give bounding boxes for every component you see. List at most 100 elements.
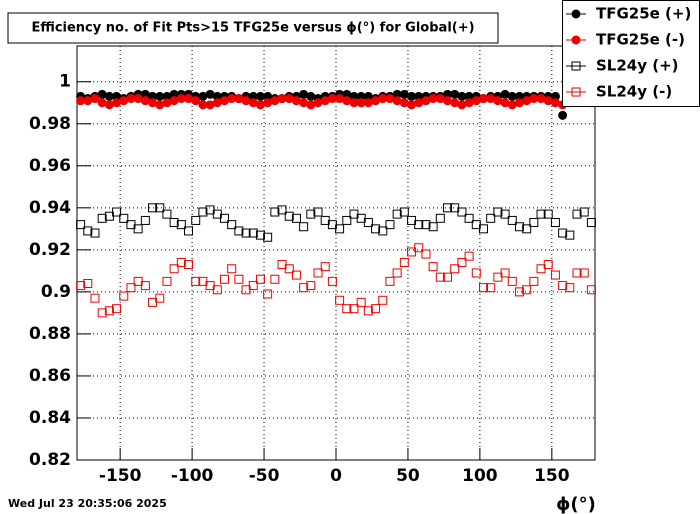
marker xyxy=(435,213,445,223)
y-tick-label: 0.96 xyxy=(29,156,71,176)
x-tick-label: 50 xyxy=(396,466,420,486)
marker xyxy=(421,249,431,259)
marker xyxy=(327,276,337,286)
marker xyxy=(507,276,517,286)
marker xyxy=(514,287,524,297)
marker xyxy=(571,9,581,19)
marker xyxy=(198,207,208,217)
marker xyxy=(371,304,381,314)
marker xyxy=(119,213,129,223)
marker xyxy=(586,285,596,295)
marker xyxy=(356,297,366,307)
marker xyxy=(507,215,517,225)
marker xyxy=(335,224,345,234)
marker xyxy=(363,306,373,316)
marker xyxy=(363,218,373,228)
marker xyxy=(571,35,581,45)
legend-label: TFG25e (+) xyxy=(596,5,691,23)
marker xyxy=(83,278,93,288)
x-tick-label: 100 xyxy=(462,466,498,486)
marker xyxy=(378,295,388,305)
marker xyxy=(478,224,488,234)
title-box xyxy=(7,12,499,44)
marker xyxy=(234,226,244,236)
marker xyxy=(184,226,194,236)
marker xyxy=(313,207,323,217)
y-tick-label: 0.84 xyxy=(29,408,71,428)
marker xyxy=(342,215,352,225)
y-tick-label: 0.86 xyxy=(29,366,71,386)
marker xyxy=(421,220,431,230)
marker xyxy=(162,209,172,219)
marker xyxy=(428,222,438,232)
marker xyxy=(579,207,589,217)
marker xyxy=(255,230,265,240)
marker xyxy=(493,207,503,217)
marker xyxy=(219,213,229,223)
y-tick-label: 0.88 xyxy=(29,324,71,344)
marker xyxy=(306,209,316,219)
legend-box xyxy=(562,0,700,107)
chart-title: Efficiency no. of Fit Pts>15 TFG25e vers… xyxy=(31,21,474,36)
marker xyxy=(176,257,186,267)
marker xyxy=(97,308,107,318)
marker xyxy=(565,283,575,293)
y-tick-label: 0.94 xyxy=(29,198,71,218)
x-tick-label: -100 xyxy=(171,466,214,486)
marker xyxy=(219,274,229,284)
marker xyxy=(320,262,330,272)
marker xyxy=(558,228,568,238)
marker xyxy=(586,218,596,228)
marker xyxy=(443,203,453,213)
marker xyxy=(140,215,150,225)
marker xyxy=(227,220,237,230)
marker xyxy=(169,264,179,274)
y-tick-label: 0.92 xyxy=(29,240,71,260)
x-tick-label: 150 xyxy=(534,466,570,486)
marker xyxy=(565,230,575,240)
marker xyxy=(500,268,510,278)
y-tick-label: 0.82 xyxy=(29,450,71,470)
marker xyxy=(399,257,409,267)
timestamp: Wed Jul 23 20:35:06 2025 xyxy=(8,497,167,510)
y-tick-label: 1 xyxy=(59,72,71,92)
marker xyxy=(428,262,438,272)
y-tick-label: 0.98 xyxy=(29,114,71,134)
marker xyxy=(571,61,581,71)
marker xyxy=(529,276,539,286)
marker xyxy=(248,228,258,238)
marker xyxy=(342,304,352,314)
legend-label: SL24y (-) xyxy=(596,83,672,101)
marker xyxy=(191,276,201,286)
marker xyxy=(270,207,280,217)
marker xyxy=(241,228,251,238)
marker xyxy=(291,270,301,280)
marker xyxy=(212,285,222,295)
legend-label: SL24y (+) xyxy=(596,57,679,75)
marker xyxy=(277,205,287,215)
marker xyxy=(335,295,345,305)
marker xyxy=(579,268,589,278)
marker xyxy=(126,283,136,293)
marker xyxy=(90,94,100,104)
marker xyxy=(133,224,143,234)
marker xyxy=(299,222,309,232)
marker xyxy=(176,220,186,230)
marker xyxy=(550,270,560,280)
plot-frame xyxy=(76,45,596,461)
marker xyxy=(284,211,294,221)
marker xyxy=(83,226,93,236)
marker xyxy=(464,251,474,261)
marker xyxy=(571,87,581,97)
x-tick-label: 0 xyxy=(330,466,342,486)
marker xyxy=(558,281,568,291)
marker xyxy=(291,213,301,223)
legend-label: TFG25e (-) xyxy=(596,31,685,49)
x-tick-label: -150 xyxy=(99,466,142,486)
marker xyxy=(529,218,539,228)
marker xyxy=(457,207,467,217)
marker xyxy=(76,220,86,230)
marker xyxy=(522,224,532,234)
marker xyxy=(162,276,172,286)
